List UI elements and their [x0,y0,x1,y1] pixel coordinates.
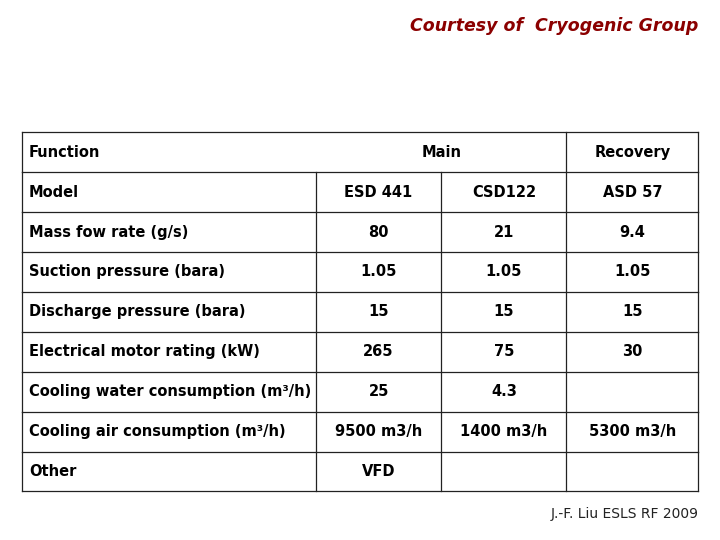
Text: 1400 m3/h: 1400 m3/h [460,424,547,439]
Text: 25: 25 [369,384,389,399]
Text: J.-F. Liu ESLS RF 2009: J.-F. Liu ESLS RF 2009 [550,507,698,521]
Text: VFD: VFD [362,464,395,479]
Text: Model: Model [29,185,79,200]
Text: 75: 75 [494,345,514,359]
Text: Electrical motor rating (kW): Electrical motor rating (kW) [29,345,260,359]
Text: 9.4: 9.4 [619,225,645,240]
Text: 1.05: 1.05 [361,265,397,280]
Text: ASD 57: ASD 57 [603,185,662,200]
Text: Courtesy of  Cryogenic Group: Courtesy of Cryogenic Group [410,17,698,35]
Text: Cooling water consumption (m³/h): Cooling water consumption (m³/h) [29,384,311,399]
Text: 1.05: 1.05 [485,265,522,280]
Text: 30: 30 [622,345,642,359]
Text: 15: 15 [369,305,389,319]
Text: Function: Function [29,145,100,160]
Text: 15: 15 [494,305,514,319]
Text: Discharge pressure (bara): Discharge pressure (bara) [29,305,246,319]
Text: 4.3: 4.3 [491,384,517,399]
Text: 15: 15 [622,305,643,319]
Text: 265: 265 [364,345,394,359]
Text: ESD 441: ESD 441 [344,185,413,200]
Text: Mass fow rate (g/s): Mass fow rate (g/s) [29,225,188,240]
Text: 80: 80 [369,225,389,240]
Text: Main: Main [421,145,462,160]
Text: 1.05: 1.05 [614,265,651,280]
Text: Recovery: Recovery [594,145,670,160]
Text: 9500 m3/h: 9500 m3/h [335,424,422,439]
Text: Cooling air consumption (m³/h): Cooling air consumption (m³/h) [29,424,285,439]
Text: 21: 21 [494,225,514,240]
Text: Main Parameters of Compressors: Main Parameters of Compressors [87,63,633,91]
Text: CSD122: CSD122 [472,185,536,200]
Text: Other: Other [29,464,76,479]
Text: 5300 m3/h: 5300 m3/h [589,424,676,439]
Text: Suction pressure (bara): Suction pressure (bara) [29,265,225,280]
